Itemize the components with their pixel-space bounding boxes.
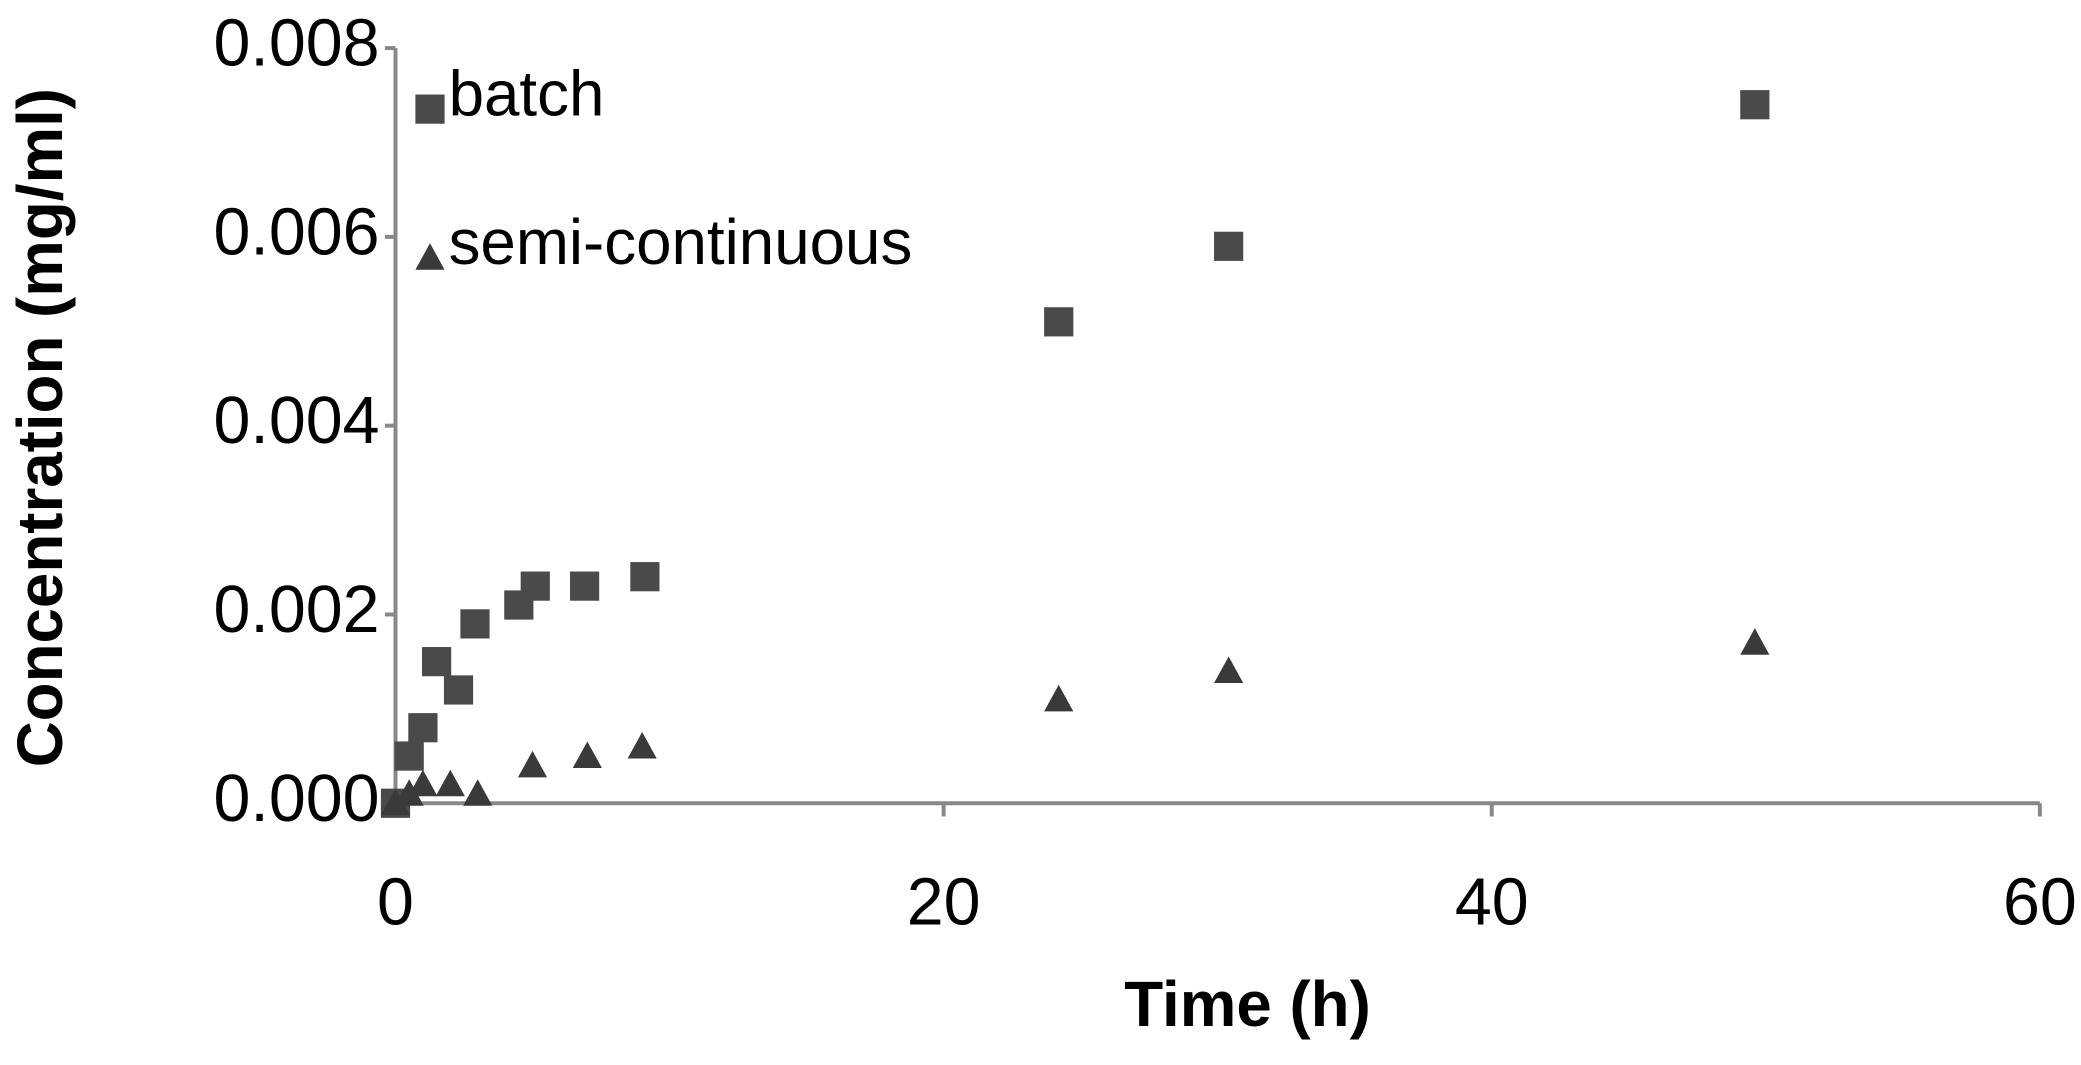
point (1740, 90, 1770, 120)
point (394, 741, 424, 771)
point (435, 769, 465, 797)
point (408, 713, 438, 743)
point (460, 609, 490, 639)
legend-marker (415, 243, 445, 270)
y-tick-label: 0.008 (214, 7, 380, 81)
point (1044, 684, 1074, 712)
point (408, 769, 438, 797)
point (572, 741, 602, 768)
x-tick-label: 0 (377, 865, 414, 939)
y-tick-label: 0.002 (214, 573, 380, 647)
legend-marker (415, 94, 445, 124)
point (1044, 307, 1074, 337)
point (1740, 628, 1770, 655)
point (1214, 656, 1244, 684)
y-tick-label: 0.006 (214, 195, 380, 269)
point (630, 562, 660, 592)
x-axis-title: Time (h) (1124, 969, 1371, 1040)
point (394, 779, 424, 806)
x-tick-label: 40 (1455, 865, 1529, 939)
x-tick-label: 60 (2003, 865, 2077, 939)
legend-label: semi-continuous (449, 207, 913, 278)
point (1214, 231, 1244, 261)
point (520, 571, 550, 601)
point (422, 647, 452, 677)
point (569, 571, 600, 601)
point (463, 779, 493, 806)
point (443, 675, 474, 705)
y-tick-label: 0.000 (214, 762, 380, 836)
point (380, 788, 411, 816)
point (627, 732, 657, 759)
y-tick-label: 0.004 (214, 384, 380, 458)
point (517, 750, 548, 778)
y-axis-title: Concentration (mg/ml) (5, 88, 76, 767)
legend-label: batch (449, 58, 605, 129)
x-tick-label: 20 (907, 865, 981, 939)
